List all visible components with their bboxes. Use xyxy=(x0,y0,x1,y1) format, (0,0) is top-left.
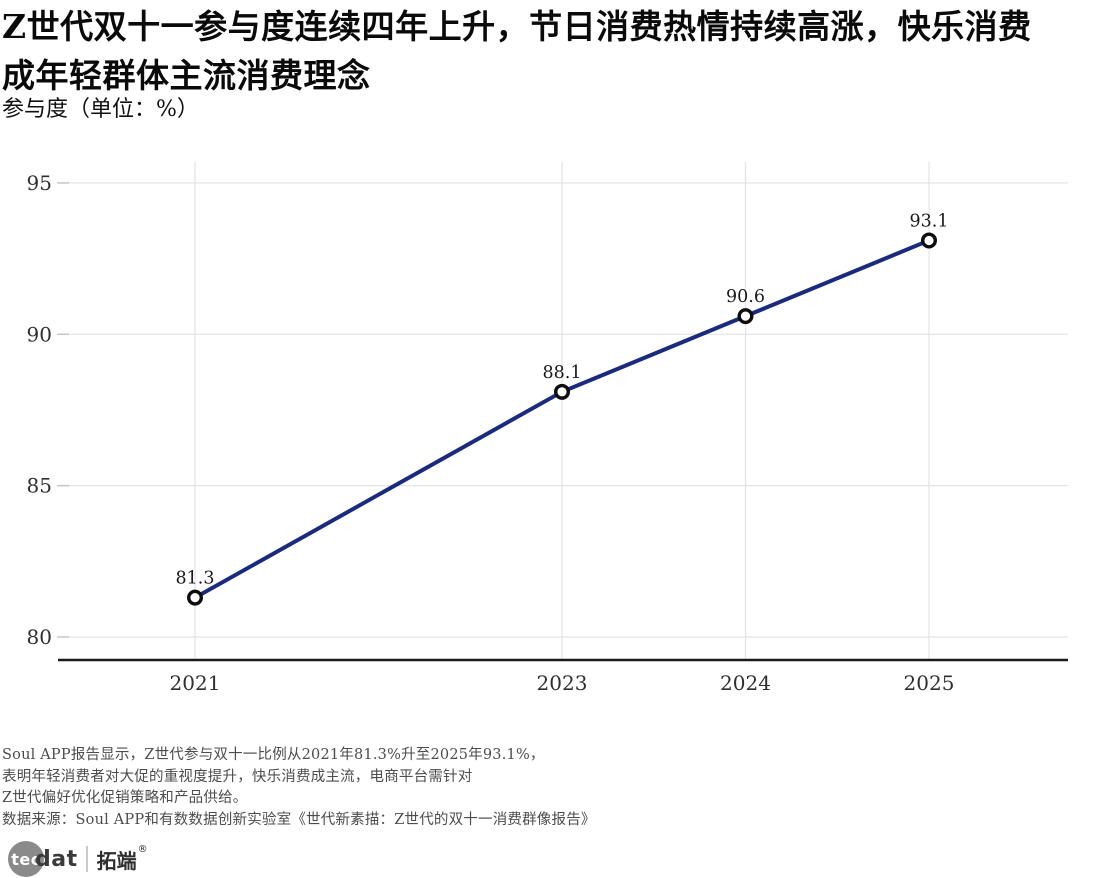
data-point-marker xyxy=(554,383,571,400)
data-point-label: 81.3 xyxy=(176,569,215,589)
chart-title: Z世代双十一参与度连续四年上升，节日消费热情持续高涨，快乐消费成年轻群体主流消费… xyxy=(2,7,1032,95)
footnote-line: Soul APP报告显示，Z世代参与双十一比例从2021年81.3%升至2025… xyxy=(2,747,545,763)
logo-chinese-text: 拓端 ® xyxy=(96,843,148,874)
x-tick-label: 2024 xyxy=(720,671,771,695)
x-tick-label: 2021 xyxy=(170,671,221,695)
data-point-label: 93.1 xyxy=(910,211,949,231)
logo-dat-text: dat xyxy=(35,846,78,872)
chart-subtitle-unit-label: 参与度（单位：%） xyxy=(2,97,199,122)
footnote-line: 表明年轻消费者对大促的重视度提升，快乐消费成主流，电商平台需针对 xyxy=(2,768,473,785)
logo-divider xyxy=(85,846,88,872)
x-tick-label: 2023 xyxy=(537,671,588,695)
y-tick-label: 90 xyxy=(27,322,52,346)
data-point-marker xyxy=(186,589,203,606)
logo-circle-icon: tec xyxy=(8,841,44,877)
y-tick-label: 85 xyxy=(27,474,52,498)
data-point-marker xyxy=(737,308,754,325)
y-tick-label: 95 xyxy=(27,171,52,195)
footnote-line: Z世代偏好优化促销策略和产品供给。 xyxy=(2,790,248,806)
line-chart-svg: 80 85 90 95 2021 2023 2024 2025 81.3 88.1 90.6 93.1 xyxy=(27,162,1068,695)
data-point-label: 88.1 xyxy=(543,363,582,383)
logo-tec-text: tec xyxy=(11,849,41,869)
registered-trademark-icon: ® xyxy=(137,843,148,855)
y-tick-label: 80 xyxy=(27,625,52,649)
x-tick-label: 2025 xyxy=(904,671,955,695)
tecdat-logo: tec dat 拓端 ® xyxy=(8,840,148,878)
chart-footnote: Soul APP报告显示，Z世代参与双十一比例从2021年81.3%升至2025… xyxy=(2,745,902,831)
data-line xyxy=(193,238,931,600)
data-point-label: 90.6 xyxy=(726,287,765,307)
footnote-source-line: 数据来源：Soul APP和有数数据创新实验室《世代新素描：Z世代的双十一消费群… xyxy=(2,811,596,828)
logo-cn-chars: 拓端 xyxy=(96,848,137,873)
data-point-marker xyxy=(921,232,938,249)
